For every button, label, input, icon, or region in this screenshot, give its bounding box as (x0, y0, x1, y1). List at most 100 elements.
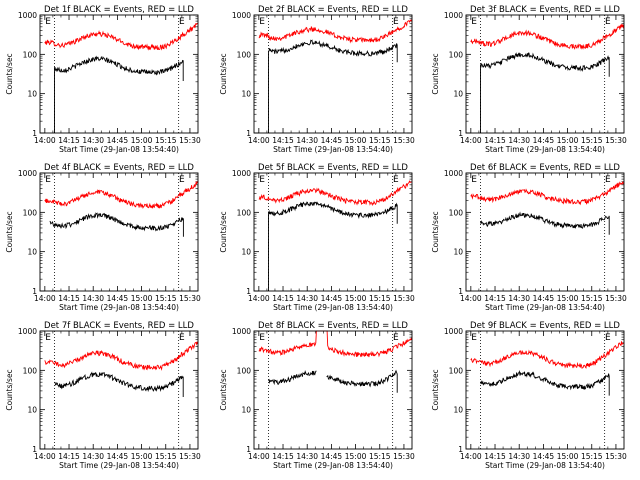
y-axis-label: Counts/sec (219, 211, 228, 252)
y-axis-label: Counts/sec (5, 369, 14, 410)
chart-panel: Det 8f BLACK = Events, RED = LLD Counts/s… (219, 321, 415, 470)
events-series-line (54, 371, 184, 397)
x-axis-label: Start Time (29-Jan-08 13:54:40) (485, 145, 605, 154)
chart-panel: Det 9f BLACK = Events, RED = LLD Counts/s… (431, 321, 627, 470)
plot-frame (39, 14, 199, 134)
e-marker: E (259, 333, 265, 343)
y-tick-label: 1000 (232, 169, 251, 178)
y-axis-label: Counts/sec (5, 53, 14, 94)
y-tick-label: 10 (27, 248, 37, 257)
e-marker: E (259, 17, 265, 27)
events-series-line (268, 201, 398, 291)
e-marker: E (471, 333, 477, 343)
plot-frame (465, 14, 625, 134)
x-tick-label: 15:30 (605, 136, 627, 145)
x-tick-label: 15:30 (179, 136, 201, 145)
x-tick-label: 14:15 (484, 452, 506, 461)
y-tick-label: 1 (246, 129, 251, 138)
plot-frame (39, 172, 199, 292)
y-tick-label: 1000 (232, 11, 251, 20)
chart-title: Det 1f BLACK = Events, RED = LLD (44, 5, 194, 15)
chart-title: Det 9f BLACK = Events, RED = LLD (470, 321, 620, 331)
x-tick-label: 15:15 (369, 294, 391, 303)
x-axis-label: Start Time (29-Jan-08 13:54:40) (273, 145, 393, 154)
chart-title: Det 8f BLACK = Events, RED = LLD (258, 321, 408, 331)
chart-title: Det 2f BLACK = Events, RED = LLD (258, 5, 408, 15)
x-tick-label: 14:15 (272, 452, 294, 461)
chart-title: Det 7f BLACK = Events, RED = LLD (44, 321, 194, 331)
events-series-line (480, 370, 610, 396)
x-tick-label: 14:15 (484, 294, 506, 303)
x-tick-label: 15:00 (131, 294, 153, 303)
chart-panel: Det 4f BLACK = Events, RED = LLD Counts/s… (5, 163, 201, 312)
lld-series-line (258, 19, 413, 44)
y-tick-label: 1 (458, 287, 463, 296)
x-tick-label: 15:30 (605, 452, 627, 461)
x-tick-label: 15:00 (557, 294, 579, 303)
x-tick-label: 15:30 (393, 136, 415, 145)
chart-title: Det 3f BLACK = Events, RED = LLD (470, 5, 620, 15)
x-tick-label: 14:45 (321, 136, 343, 145)
events-series-line (54, 55, 184, 133)
e-marker: E (605, 175, 611, 185)
x-tick-label: 15:00 (557, 136, 579, 145)
x-axis-label: Start Time (29-Jan-08 13:54:40) (59, 145, 179, 154)
chart-title: Det 4f BLACK = Events, RED = LLD (44, 163, 194, 173)
chart-title: Det 5f BLACK = Events, RED = LLD (258, 163, 408, 173)
chart-panel: Det 1f BLACK = Events, RED = LLD Counts/s… (5, 5, 201, 154)
x-tick-label: 15:15 (369, 136, 391, 145)
y-tick-label: 100 (237, 208, 252, 217)
y-tick-label: 100 (449, 50, 464, 59)
e-marker: E (605, 333, 611, 343)
x-tick-label: 14:15 (484, 136, 506, 145)
x-tick-label: 15:30 (393, 294, 415, 303)
y-tick-label: 100 (23, 208, 38, 217)
y-tick-label: 1 (458, 445, 463, 454)
x-tick-label: 15:15 (581, 294, 603, 303)
x-tick-label: 14:00 (248, 452, 270, 461)
x-tick-label: 15:00 (557, 452, 579, 461)
y-tick-label: 10 (453, 248, 463, 257)
events-series-line (268, 39, 398, 133)
y-axis-label: Counts/sec (219, 53, 228, 94)
events-series-line (326, 369, 398, 393)
y-axis-label: Counts/sec (219, 369, 228, 410)
y-tick-label: 10 (241, 248, 251, 257)
x-axis-label: Start Time (29-Jan-08 13:54:40) (273, 461, 393, 470)
lld-series-line (258, 330, 413, 358)
lld-series-line (258, 180, 412, 207)
y-tick-label: 100 (237, 366, 252, 375)
e-marker: E (259, 175, 265, 185)
x-tick-label: 14:00 (34, 136, 56, 145)
plot-frame (253, 330, 413, 450)
x-tick-label: 15:15 (155, 294, 177, 303)
y-tick-label: 1000 (18, 327, 37, 336)
x-tick-label: 14:30 (296, 452, 318, 461)
y-tick-label: 1000 (444, 327, 463, 336)
events-series-line (480, 52, 610, 133)
x-tick-label: 14:00 (34, 294, 56, 303)
x-tick-label: 14:30 (296, 136, 318, 145)
x-tick-label: 15:00 (131, 452, 153, 461)
x-tick-label: 14:15 (272, 136, 294, 145)
plot-frame (465, 330, 625, 450)
x-tick-label: 15:15 (155, 136, 177, 145)
x-tick-label: 14:30 (82, 452, 104, 461)
x-axis-label: Start Time (29-Jan-08 13:54:40) (59, 461, 179, 470)
lld-series-line (44, 341, 199, 371)
x-tick-label: 15:15 (155, 452, 177, 461)
y-tick-label: 10 (453, 90, 463, 99)
y-tick-label: 1 (32, 129, 37, 138)
x-tick-label: 15:30 (393, 452, 415, 461)
events-series-line (49, 212, 184, 237)
e-marker: E (393, 333, 399, 343)
y-tick-label: 10 (27, 406, 37, 415)
y-tick-label: 1000 (18, 169, 37, 178)
y-tick-label: 10 (241, 406, 251, 415)
y-tick-label: 100 (23, 366, 38, 375)
y-tick-label: 1000 (232, 327, 251, 336)
x-axis-label: Start Time (29-Jan-08 13:54:40) (59, 303, 179, 312)
lld-series-line (470, 23, 625, 50)
x-tick-label: 14:30 (82, 294, 104, 303)
